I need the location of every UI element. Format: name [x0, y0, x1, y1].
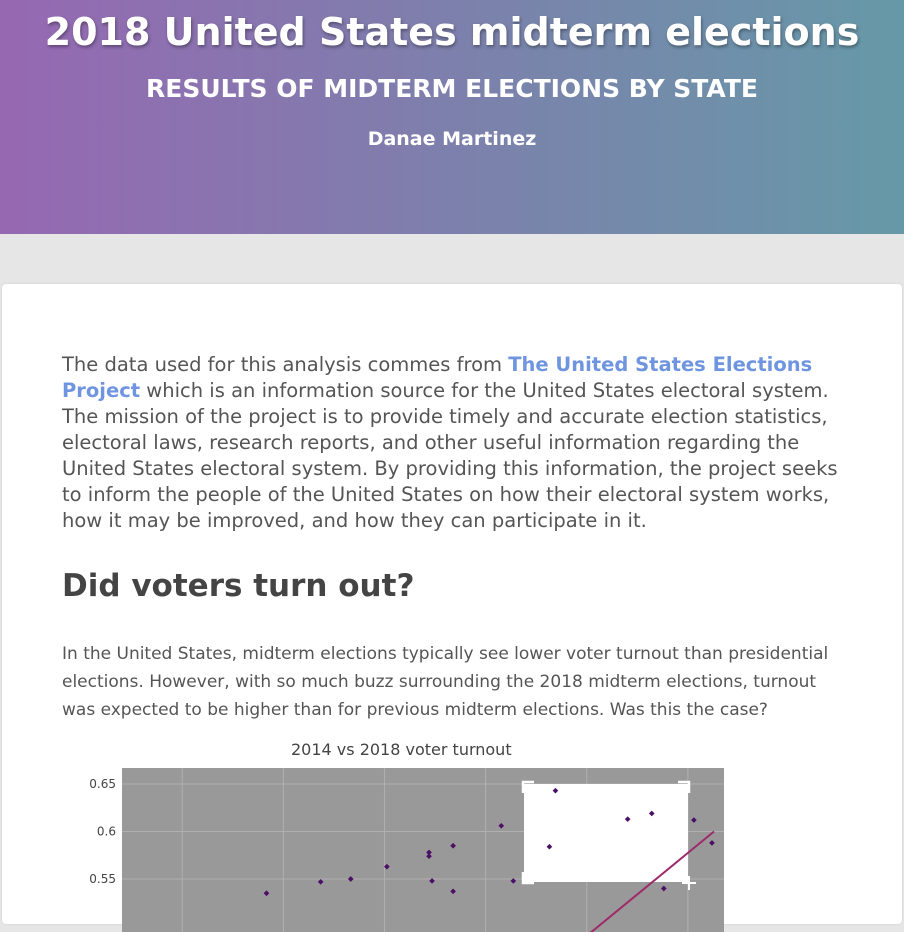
chart-title: 2014 vs 2018 voter turnout: [291, 740, 512, 759]
page-header: 2018 United States midterm elections RES…: [0, 0, 904, 234]
content-card: The data used for this analysis commes f…: [2, 284, 902, 924]
y-axis-ticks: 0.65 0.6 0.55: [89, 777, 116, 886]
intro-text-before: The data used for this analysis commes f…: [62, 353, 508, 376]
section-paragraph: In the United States, midterm elections …: [62, 640, 852, 724]
y-tick-label: 0.65: [89, 777, 116, 791]
page-title: 2018 United States midterm elections: [0, 10, 904, 54]
turnout-scatter-chart[interactable]: 0.65 0.6 0.55: [2, 762, 902, 932]
y-tick-label: 0.55: [89, 872, 116, 886]
y-tick-label: 0.6: [97, 825, 116, 839]
author-name: Danae Martinez: [0, 128, 904, 150]
section-heading: Did voters turn out?: [62, 568, 414, 604]
selection-box-area[interactable]: [524, 784, 688, 882]
selection-box[interactable]: [523, 782, 696, 890]
intro-text-after: which is an information source for the U…: [62, 379, 838, 532]
intro-paragraph: The data used for this analysis commes f…: [62, 352, 852, 534]
page-subtitle: RESULTS OF MIDTERM ELECTIONS BY STATE: [0, 74, 904, 103]
